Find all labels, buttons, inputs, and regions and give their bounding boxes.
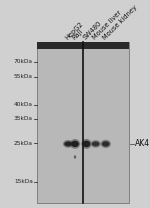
Ellipse shape — [92, 141, 99, 146]
Ellipse shape — [100, 140, 111, 148]
Bar — [37, 42, 129, 203]
Ellipse shape — [102, 141, 110, 147]
Text: Raji: Raji — [71, 28, 84, 41]
Ellipse shape — [71, 141, 79, 147]
Text: 40kDa: 40kDa — [14, 102, 33, 107]
Text: 70kDa: 70kDa — [14, 59, 33, 64]
Ellipse shape — [63, 140, 73, 148]
Ellipse shape — [64, 141, 72, 146]
Text: 25kDa: 25kDa — [14, 141, 33, 146]
Text: 35kDa: 35kDa — [14, 116, 33, 121]
Ellipse shape — [81, 139, 92, 149]
Ellipse shape — [83, 141, 90, 147]
Text: SW480: SW480 — [82, 20, 103, 41]
Text: AK4: AK4 — [135, 139, 150, 149]
Ellipse shape — [90, 140, 101, 148]
Text: 55kDa: 55kDa — [14, 74, 33, 79]
Bar — [37, 42, 129, 49]
Text: Mouse liver: Mouse liver — [91, 9, 123, 41]
Text: 15kDa: 15kDa — [14, 179, 33, 184]
Text: HepG2: HepG2 — [64, 20, 84, 41]
Ellipse shape — [74, 155, 76, 159]
Ellipse shape — [70, 139, 80, 149]
Text: Mouse kidney: Mouse kidney — [102, 4, 138, 41]
